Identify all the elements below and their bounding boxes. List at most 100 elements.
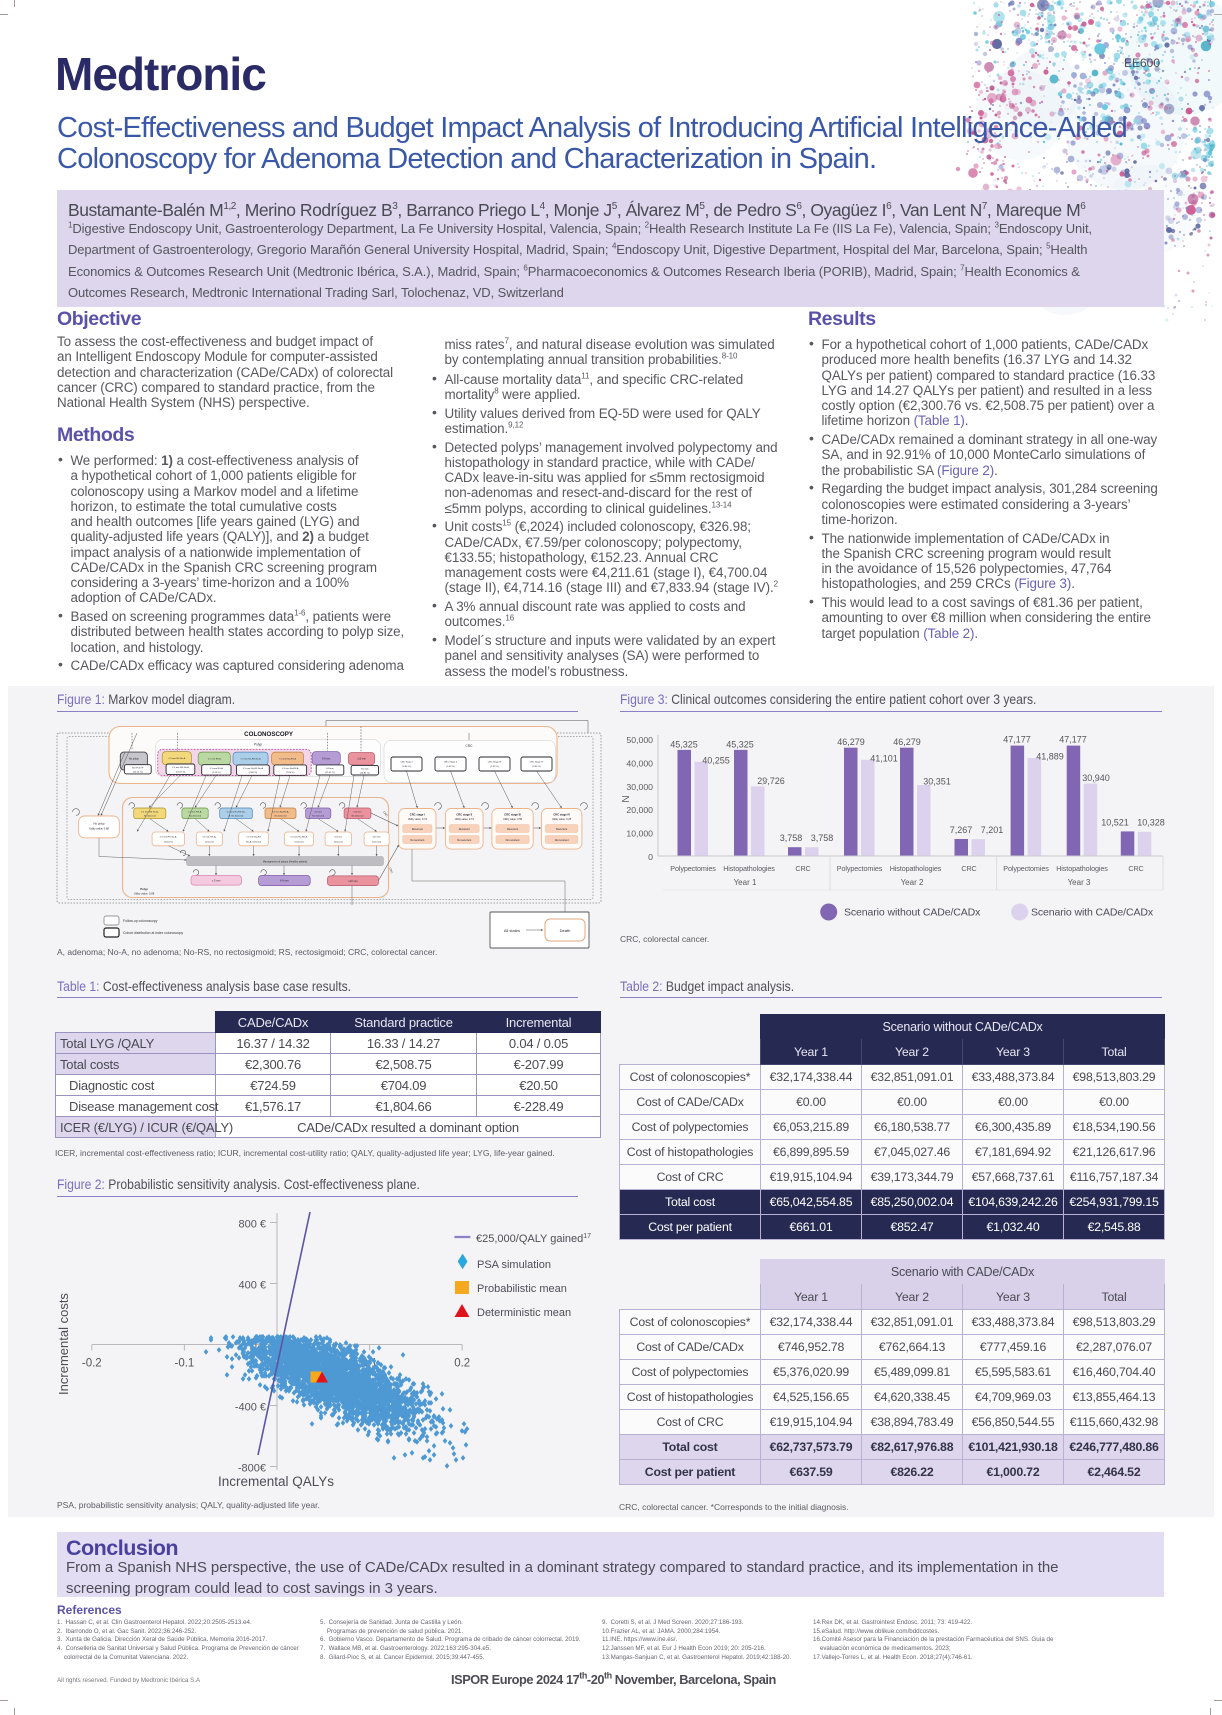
svg-text:45,325: 45,325: [726, 740, 754, 750]
svg-text:≤ 5 mm RS-A: ≤ 5 mm RS-A: [210, 767, 224, 770]
svg-text:7,201: 7,201: [981, 825, 1004, 835]
svg-text:7,267: 7,267: [950, 825, 973, 835]
svg-text:COLONOSCOPY: COLONOSCOPY: [244, 731, 294, 738]
svg-text:No recurrent: No recurrent: [457, 839, 471, 842]
svg-text:Management of polyps (Healthy: Management of polyps (Healthy patient): [263, 861, 307, 864]
svg-text:≤ 5 mm No-RS No-A: ≤ 5 mm No-RS No-A: [243, 767, 264, 770]
svg-text:(1.09 %): (1.09 %): [446, 766, 455, 768]
svg-text:Recurrent: Recurrent: [507, 828, 518, 831]
svg-text:No detected: No detected: [352, 815, 365, 818]
svg-text:≤ 5 mm No-RS No-A: ≤ 5 mm No-RS No-A: [241, 758, 262, 761]
svg-text:≤ 5 mm No-RS A: ≤ 5 mm No-RS A: [282, 767, 299, 770]
svg-text:≤ 5 mm No-RS No-: ≤ 5 mm No-RS No-: [227, 810, 246, 813]
svg-text:≤ 5 mm: ≤ 5 mm: [212, 879, 221, 883]
svg-text:47,177: 47,177: [1059, 735, 1087, 745]
svg-text:≤ 5 mm No-RS A,: ≤ 5 mm No-RS A,: [291, 835, 308, 838]
svg-text:50,000: 50,000: [626, 735, 653, 745]
svg-text:≤ 5 mm RS-A,: ≤ 5 mm RS-A,: [202, 835, 216, 838]
svg-text:CRC: CRC: [382, 810, 389, 817]
svg-text:Polyp: Polyp: [254, 742, 262, 746]
svg-text:46,279: 46,279: [893, 737, 921, 747]
svg-text:Utility value: 0.59: Utility value: 0.59: [503, 818, 523, 821]
svg-text:No detected: No detected: [312, 815, 325, 818]
svg-text:No recurrent: No recurrent: [410, 839, 424, 842]
svg-text:≥10 mm: ≥10 mm: [354, 810, 362, 813]
svg-text:CRC stage I: CRC stage I: [410, 813, 425, 817]
svg-text:(2.66 %): (2.66 %): [249, 772, 258, 774]
svg-text:≤ 5 mm RS No-A,: ≤ 5 mm RS No-A,: [160, 835, 178, 838]
svg-text:-0.2: -0.2: [82, 1358, 102, 1370]
svg-text:Year 2: Year 2: [901, 878, 924, 887]
svg-text:Polypectomies: Polypectomies: [837, 864, 883, 873]
svg-text:(13.81 %): (13.81 %): [360, 772, 370, 774]
svg-text:No polyp: No polyp: [93, 822, 104, 826]
svg-text:N: N: [621, 795, 632, 802]
svg-text:CRC: CRC: [388, 867, 394, 874]
svg-text:No polyp: No polyp: [129, 758, 139, 761]
svg-text:(21.61 %): (21.61 %): [325, 772, 335, 774]
svg-text:≤ 5 mm RS No-A: ≤ 5 mm RS No-A: [169, 757, 186, 760]
svg-text:0.2: 0.2: [454, 1358, 470, 1370]
svg-text:41,101: 41,101: [870, 754, 898, 764]
svg-text:Scenario without CADe/CADx: Scenario without CADe/CADx: [844, 907, 981, 919]
svg-text:CRC stage III: CRC stage III: [504, 813, 521, 817]
svg-text:Death: Death: [560, 928, 571, 933]
svg-text:A, No detected: A, No detected: [229, 815, 244, 818]
svg-text:€25,000/QALY gained17: €25,000/QALY gained17: [476, 1233, 591, 1245]
svg-text:Probabilistic mean: Probabilistic mean: [477, 1283, 567, 1295]
svg-text:400 €: 400 €: [238, 1280, 266, 1292]
svg-text:6-9 mm: 6-9 mm: [326, 768, 334, 770]
svg-text:Detected: Detected: [295, 840, 305, 843]
svg-text:10,000: 10,000: [626, 829, 653, 839]
svg-text:≤ 5 mm RS A,: ≤ 5 mm RS A,: [188, 810, 202, 813]
svg-text:40,255: 40,255: [702, 756, 730, 766]
svg-text:Scenario with CADe/CADx: Scenario with CADe/CADx: [1031, 907, 1154, 919]
svg-text:40,000: 40,000: [626, 758, 653, 768]
svg-text:-400 €: -400 €: [235, 1402, 266, 1414]
svg-text:(0.84 %): (0.84 %): [402, 766, 411, 768]
svg-text:CRC stage II: CRC stage II: [456, 813, 472, 817]
svg-text:≤ 5 mm RS No-A: ≤ 5 mm RS No-A: [172, 766, 189, 769]
svg-text:20,000: 20,000: [626, 805, 653, 815]
svg-text:All states: All states: [504, 928, 520, 933]
svg-text:10,328: 10,328: [1137, 818, 1165, 828]
svg-text:(2.25 %): (2.25 %): [212, 772, 221, 774]
svg-text:Follow-up colonoscopy: Follow-up colonoscopy: [123, 919, 158, 923]
svg-text:≥10 mm: ≥10 mm: [357, 757, 366, 760]
svg-text:CRC: CRC: [466, 744, 474, 748]
svg-text:CRC Stage I: CRC Stage I: [400, 761, 413, 764]
svg-text:≤ 5 mm No-RS: ≤ 5 mm No-RS: [246, 835, 261, 838]
svg-text:≥10 mm: ≥10 mm: [361, 767, 369, 770]
svg-text:Histopathologies: Histopathologies: [890, 864, 942, 873]
svg-text:CRC Stage III: CRC Stage III: [488, 761, 502, 764]
svg-text:3,758: 3,758: [811, 833, 834, 843]
svg-text:Incremental QALYs: Incremental QALYs: [218, 1474, 334, 1489]
svg-text:CRC stage IV: CRC stage IV: [553, 813, 570, 817]
svg-text:6-9 mm: 6-9 mm: [280, 879, 289, 883]
svg-text:-800€: -800€: [238, 1463, 266, 1475]
svg-text:(14.00 %): (14.00 %): [176, 771, 186, 773]
svg-text:Recurrent: Recurrent: [412, 828, 423, 831]
svg-text:(7.80 %): (7.80 %): [286, 772, 295, 774]
svg-text:(0.98 %): (0.98 %): [532, 766, 541, 768]
svg-text:6-9 mm: 6-9 mm: [314, 811, 322, 813]
svg-text:29,726: 29,726: [757, 776, 785, 786]
svg-text:-0.1: -0.1: [174, 1358, 194, 1370]
svg-text:Utility value: 0.74: Utility value: 0.74: [455, 818, 475, 821]
svg-text:≥10 mm: ≥10 mm: [373, 835, 381, 838]
svg-text:No recurrent: No recurrent: [506, 839, 520, 842]
svg-text:6-9 mm: 6-9 mm: [322, 757, 330, 760]
svg-text:3,758: 3,758: [780, 833, 803, 843]
svg-text:30,940: 30,940: [1082, 773, 1110, 783]
svg-text:Recurrent: Recurrent: [556, 828, 567, 831]
svg-text:Polypectomies: Polypectomies: [670, 864, 716, 873]
svg-text:No recurrent: No recurrent: [555, 839, 569, 842]
svg-text:Polypectomies: Polypectomies: [1003, 864, 1049, 873]
svg-text:Histopathologies: Histopathologies: [1056, 864, 1108, 873]
svg-text:Cohort distribution at index c: Cohort distribution at index colonoscopy: [123, 931, 183, 935]
svg-text:CRC Stage II: CRC Stage II: [444, 761, 457, 764]
svg-text:No detected: No detected: [144, 815, 157, 818]
svg-text:(1.09 %): (1.09 %): [490, 766, 499, 768]
svg-text:Deterministic mean: Deterministic mean: [477, 1307, 571, 1319]
svg-text:45,325: 45,325: [670, 740, 698, 750]
